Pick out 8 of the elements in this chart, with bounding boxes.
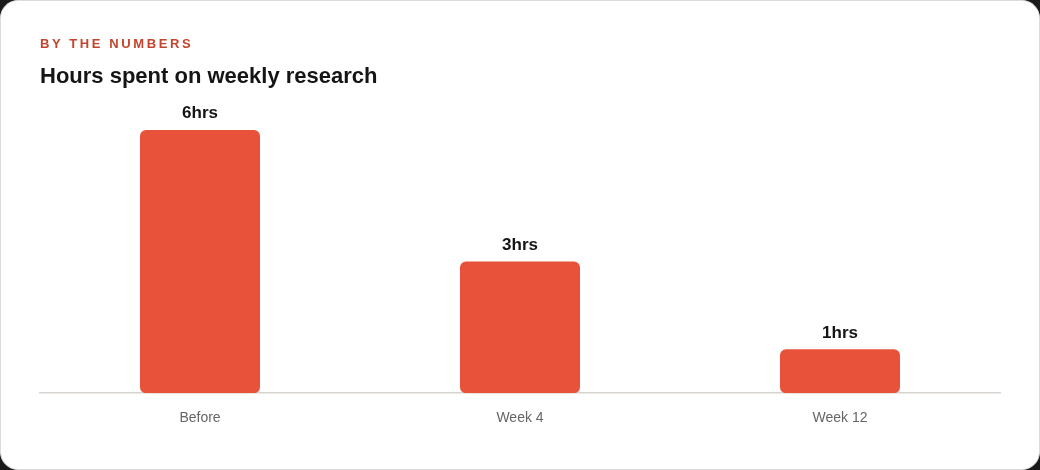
chart-subtitle: BY THE NUMBERS [40, 36, 194, 52]
chart-title: Hours spent on weekly research [40, 62, 378, 90]
x-tick-label: Week 4 [496, 409, 544, 426]
data-label: 3hrs [502, 234, 538, 254]
x-tick-label: Week 12 [812, 409, 868, 426]
data-label: 6hrs [182, 103, 218, 123]
data-label: 1hrs [822, 322, 858, 342]
x-tick-label: Before [179, 409, 221, 426]
